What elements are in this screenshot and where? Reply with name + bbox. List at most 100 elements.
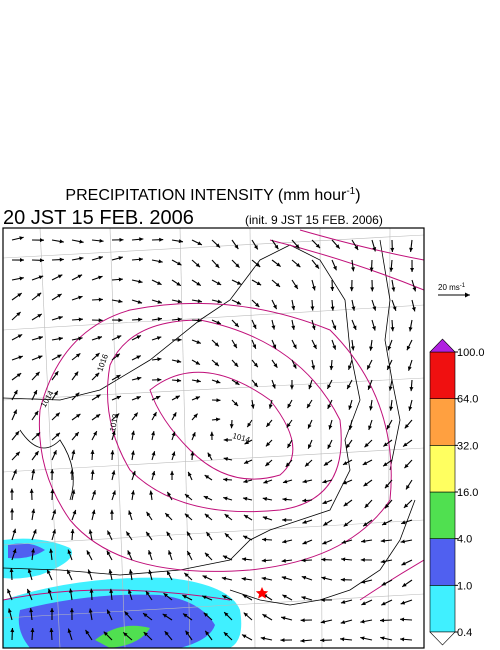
wind-arrow-head xyxy=(123,632,128,637)
wind-arrow-head xyxy=(224,612,229,617)
wind-arrow-head xyxy=(236,280,242,285)
wind-arrow-head xyxy=(97,336,102,340)
wind-arrow-head xyxy=(292,344,297,349)
wind-arrow-head xyxy=(224,514,229,519)
wind-arrow-head xyxy=(157,281,162,285)
wind-arrow-head xyxy=(260,636,266,641)
wind-arrow-head xyxy=(380,636,385,641)
wind-arrow-head xyxy=(342,480,348,485)
wind-arrow-head xyxy=(223,477,228,482)
wind-arrow-head xyxy=(9,568,14,573)
wind-arrow-head xyxy=(50,608,55,613)
wind-arrow-head xyxy=(244,440,249,445)
wind-arrow-head xyxy=(382,521,387,525)
wind-arrow-head xyxy=(253,382,258,387)
wind-arrow-head xyxy=(149,490,154,495)
wind-arrow-head xyxy=(321,557,326,562)
wind-arrow-head xyxy=(341,539,347,544)
wind-arrow-head xyxy=(10,508,15,513)
wind-arrow-head xyxy=(367,385,372,390)
wind-arrow-head xyxy=(244,460,249,464)
wind-arrow-head xyxy=(49,548,54,553)
wind-arrow-head xyxy=(136,396,141,400)
wind-arrow-head xyxy=(133,412,138,417)
wind-arrow-head xyxy=(233,362,239,367)
wind-arrow-head xyxy=(196,340,201,344)
wind-arrow-head xyxy=(74,432,79,437)
wind-arrow-head xyxy=(302,540,307,545)
wind-arrow-head xyxy=(327,384,332,389)
wind-arrow-head xyxy=(50,469,55,474)
wind-arrow-head xyxy=(352,325,357,330)
wind-arrow-head xyxy=(273,363,278,368)
wind-arrow-head xyxy=(360,557,365,562)
wind-arrow-head xyxy=(29,608,34,613)
colorbar-segment xyxy=(429,491,456,539)
wind-arrow-head xyxy=(71,489,76,494)
wind-arrow-head xyxy=(261,576,266,581)
wind-arrow-head xyxy=(151,470,156,476)
wind-arrow-head xyxy=(98,275,103,280)
wind-arrow-head xyxy=(351,306,356,311)
wind-arrow-head xyxy=(347,365,352,370)
wind-arrow-head xyxy=(98,297,103,302)
wind-arrow-head xyxy=(78,336,83,341)
wind-arrow-head xyxy=(268,404,273,409)
wind-arrow-head xyxy=(217,299,222,304)
wind-arrow-head xyxy=(241,577,246,582)
wind-arrow-head xyxy=(243,535,248,540)
wind-arrow-head xyxy=(387,365,391,370)
wind-arrow-head xyxy=(390,247,395,252)
wind-arrow-head xyxy=(98,255,103,260)
wind-arrow-head xyxy=(177,317,182,322)
wind-arrow-head xyxy=(256,281,262,286)
wind-arrow-head xyxy=(235,263,240,268)
wind-arrow-head xyxy=(262,516,268,521)
wind-arrow-head xyxy=(307,403,311,409)
wind-arrow-head xyxy=(241,634,247,639)
wind-arrow-head xyxy=(242,594,248,599)
wind-arrow-head xyxy=(69,608,74,613)
wind-arrow-head xyxy=(383,462,388,467)
wind-arrow-head xyxy=(75,392,80,397)
vector-scale-text: 20 ms xyxy=(438,283,460,292)
colorbar-under xyxy=(429,631,456,646)
wind-arrow-head xyxy=(67,569,71,575)
wind-arrow-head xyxy=(301,596,306,600)
wind-arrow-head xyxy=(93,431,97,436)
wind-arrow-head xyxy=(184,513,190,518)
wind-arrow-head xyxy=(311,286,316,291)
wind-arrow-head xyxy=(138,279,143,284)
wind-arrow-head xyxy=(13,390,18,395)
wind-arrow-head xyxy=(95,352,100,358)
wind-arrow-head xyxy=(39,258,44,263)
wind-arrow-head xyxy=(203,612,209,617)
wind-arrow-head xyxy=(380,538,385,543)
wind-arrow-head xyxy=(301,558,306,563)
wind-arrow-head xyxy=(176,281,181,286)
wind-arrow-head xyxy=(372,306,377,311)
wind-arrow-head xyxy=(59,239,64,244)
wind-arrow-head xyxy=(388,386,393,391)
wind-arrow-head xyxy=(38,275,44,280)
wind-arrow-head xyxy=(172,412,177,417)
wind-arrow-head xyxy=(146,531,151,537)
wind-arrow-head xyxy=(151,431,156,436)
wind-arrow-head xyxy=(362,461,368,465)
wind-arrow-head xyxy=(35,371,40,377)
wind-arrow-head xyxy=(276,262,281,267)
wind-arrow-head xyxy=(109,509,114,514)
wind-arrow-head xyxy=(106,550,111,556)
wind-arrow-head xyxy=(291,325,296,330)
colorbar-tick-label: 16.0 xyxy=(457,487,478,499)
wind-arrow-head xyxy=(233,401,239,406)
wind-arrow-head xyxy=(349,287,354,292)
wind-arrow-head xyxy=(281,616,286,621)
wind-arrow-head xyxy=(404,463,409,469)
wind-arrow-head xyxy=(138,257,144,262)
wind-arrow-head xyxy=(360,579,366,584)
wind-arrow-head xyxy=(265,442,271,447)
wind-arrow-head xyxy=(110,450,115,455)
wind-arrow-head xyxy=(243,514,249,519)
wind-arrow-head xyxy=(143,613,148,618)
